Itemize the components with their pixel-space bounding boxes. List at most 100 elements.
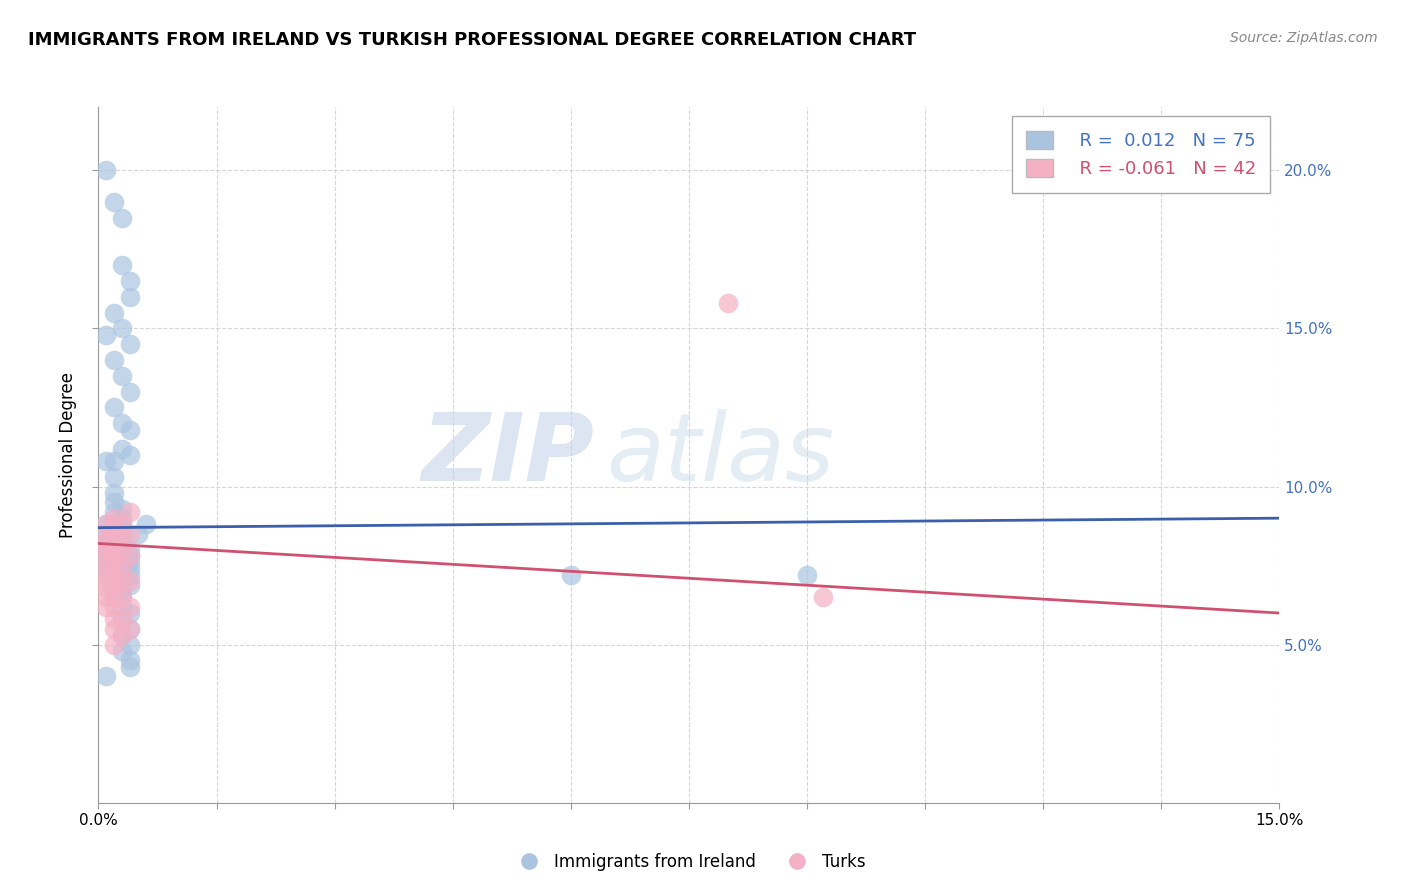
Point	[96, 574, 118, 589]
Point	[796, 568, 818, 582]
Point	[111, 628, 134, 642]
Point	[118, 577, 141, 591]
Point	[96, 581, 118, 595]
Point	[103, 305, 125, 319]
Point	[103, 486, 125, 500]
Point	[103, 558, 125, 573]
Point	[111, 511, 134, 525]
Point	[96, 517, 118, 532]
Point	[96, 527, 118, 541]
Point	[103, 546, 125, 560]
Point	[96, 568, 118, 582]
Point	[111, 581, 134, 595]
Point	[118, 527, 141, 541]
Point	[111, 549, 134, 563]
Point	[96, 536, 118, 550]
Point	[96, 549, 118, 563]
Point	[103, 536, 125, 550]
Point	[103, 568, 125, 582]
Point	[118, 568, 141, 582]
Point	[118, 622, 141, 636]
Point	[103, 536, 125, 550]
Point	[111, 442, 134, 456]
Point	[103, 556, 125, 570]
Point	[103, 622, 125, 636]
Point	[96, 536, 118, 550]
Point	[118, 290, 141, 304]
Point	[111, 517, 134, 532]
Point	[111, 501, 134, 516]
Point	[111, 591, 134, 605]
Point	[111, 417, 134, 431]
Point	[96, 565, 118, 579]
Point	[96, 558, 118, 573]
Point	[118, 448, 141, 462]
Point	[118, 549, 141, 563]
Text: IMMIGRANTS FROM IRELAND VS TURKISH PROFESSIONAL DEGREE CORRELATION CHART: IMMIGRANTS FROM IRELAND VS TURKISH PROFE…	[28, 31, 917, 49]
Point	[103, 524, 125, 538]
Point	[96, 327, 118, 342]
Text: Source: ZipAtlas.com: Source: ZipAtlas.com	[1230, 31, 1378, 45]
Point	[118, 660, 141, 674]
Point	[111, 628, 134, 642]
Text: ZIP: ZIP	[422, 409, 595, 501]
Point	[111, 368, 134, 383]
Point	[103, 470, 125, 484]
Y-axis label: Professional Degree: Professional Degree	[59, 372, 77, 538]
Point	[103, 581, 125, 595]
Point	[103, 558, 125, 573]
Point	[96, 454, 118, 468]
Point	[96, 669, 118, 683]
Point	[103, 401, 125, 415]
Point	[103, 599, 125, 614]
Point	[103, 549, 125, 563]
Point	[111, 644, 134, 658]
Point	[103, 542, 125, 557]
Point	[96, 599, 118, 614]
Point	[717, 296, 740, 310]
Point	[103, 511, 125, 525]
Point	[103, 495, 125, 509]
Point	[111, 612, 134, 626]
Point	[111, 542, 134, 557]
Point	[118, 599, 141, 614]
Point	[111, 591, 134, 605]
Point	[118, 653, 141, 667]
Point	[111, 599, 134, 614]
Point	[96, 546, 118, 560]
Point	[96, 549, 118, 563]
Point	[118, 384, 141, 399]
Point	[96, 542, 118, 557]
Point	[103, 542, 125, 557]
Point	[103, 517, 125, 532]
Point	[111, 533, 134, 548]
Point	[111, 612, 134, 626]
Point	[118, 337, 141, 351]
Point	[111, 321, 134, 335]
Point	[118, 638, 141, 652]
Point	[111, 568, 134, 582]
Point	[111, 546, 134, 560]
Point	[111, 574, 134, 589]
Point	[118, 542, 141, 557]
Point	[118, 622, 141, 636]
Point	[111, 517, 134, 532]
Point	[103, 574, 125, 589]
Point	[811, 591, 834, 605]
Point	[111, 574, 134, 589]
Point	[118, 505, 141, 519]
Point	[103, 612, 125, 626]
Point	[103, 530, 125, 544]
Point	[118, 606, 141, 620]
Point	[118, 274, 141, 288]
Text: atlas: atlas	[606, 409, 835, 500]
Point	[103, 638, 125, 652]
Point	[103, 505, 125, 519]
Point	[111, 558, 134, 573]
Point	[103, 521, 125, 535]
Point	[135, 517, 157, 532]
Point	[118, 423, 141, 437]
Point	[111, 536, 134, 550]
Legend: Immigrants from Ireland, Turks: Immigrants from Ireland, Turks	[505, 847, 873, 878]
Point	[118, 549, 141, 563]
